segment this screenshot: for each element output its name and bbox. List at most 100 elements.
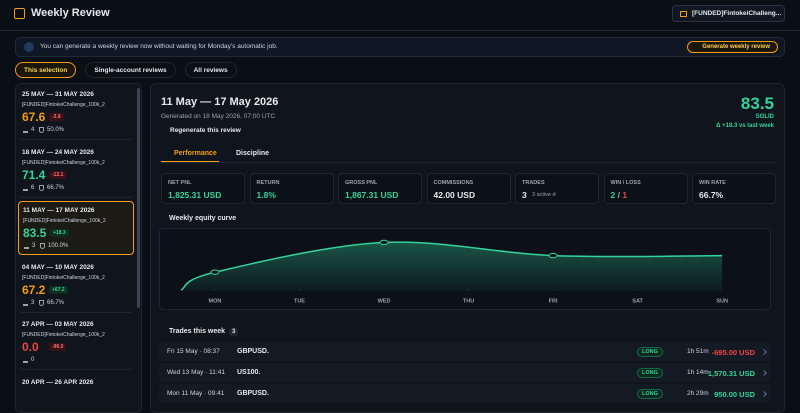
chevron: [761, 370, 767, 376]
score: 67.2: [22, 283, 45, 297]
scrollbar: [137, 88, 140, 308]
trade-marker: [549, 253, 557, 257]
stat-label: COMMISSIONS: [434, 180, 474, 186]
trades-count: 3: [229, 328, 238, 336]
chevron: [761, 349, 767, 355]
stat-label: RETURN: [257, 180, 280, 186]
review-panel: 11 May — 17 May 2026 Generated on 18 May…: [150, 83, 785, 413]
score: 71.4: [22, 168, 45, 182]
x-tick-label: SAT: [632, 298, 643, 304]
week-range: 25 MAY — 31 MAY 2026: [22, 91, 94, 98]
stat-label: TRADES: [522, 180, 545, 186]
generated: Generated on 18 May 2026, 07:00 UTC: [161, 113, 275, 120]
account-dropdown[interactable]: [FUNDED]FintokeiChalleng...: [672, 5, 785, 22]
chart-title: Weekly equity curve: [169, 215, 236, 222]
account: [FUNDED]FintokeiChallenge_100k_2: [22, 160, 105, 166]
tab[interactable]: All reviews: [185, 62, 237, 78]
score: 83.5: [23, 226, 46, 240]
score: 0.0: [22, 340, 39, 354]
trade-pnl: 1,570.31 USD: [708, 369, 755, 378]
tab[interactable]: This selection: [15, 62, 76, 78]
trade-side: LONG: [637, 368, 663, 378]
generate-button[interactable]: Generate weekly review: [687, 41, 778, 53]
account: [FUNDED]FintokeiChallenge_100k_2: [23, 218, 106, 224]
stat-label: WIN / LOSS: [611, 180, 641, 186]
trade-count: 0: [31, 357, 34, 363]
page-title: Weekly Review: [31, 7, 110, 19]
score: 83.5: [741, 94, 774, 114]
week-card[interactable]: 04 MAY — 10 MAY 2026 [FUNDED]FintokeiChal…: [18, 259, 134, 313]
banner-text: You can generate a weekly review now wit…: [40, 43, 278, 50]
shield-icon: [40, 243, 45, 249]
x-tick-label: MON: [209, 298, 222, 304]
icon: [680, 11, 687, 17]
account: [FUNDED]FintokeiChallenge_100k_2: [22, 102, 105, 108]
week-card[interactable]: 27 APR — 03 MAY 2026[FUNDED]FintokeiChal…: [18, 316, 134, 370]
stat-value: 1,867.31 USD: [345, 190, 398, 200]
stat-card: WIN RATE 66.7%: [692, 173, 776, 204]
tab[interactable]: Single-account reviews: [85, 62, 175, 78]
divider: [161, 162, 776, 163]
trade-marker: [380, 240, 388, 244]
equity-area: [181, 242, 722, 291]
trade-symbol: GBPUSD.: [237, 348, 269, 355]
stat-label: NET PNL: [168, 180, 192, 186]
shield-icon: [39, 127, 44, 133]
trade-pnl: 950.00 USD: [714, 390, 755, 399]
week-range: 04 MAY — 10 MAY 2026: [22, 264, 94, 271]
stat-value: 42.00 USD: [434, 190, 476, 200]
banner: You can generate a weekly review now wit…: [15, 37, 785, 57]
account-name: [FUNDED]FintokeiChalleng...: [692, 10, 781, 17]
trade-duration: 2h 29m: [687, 390, 709, 397]
account: [FUNDED]FintokeiChallenge_100k_2: [22, 275, 105, 281]
stat-label: GROSS PNL: [345, 180, 377, 186]
trade-marker: [211, 270, 219, 274]
stat-label: WIN RATE: [699, 180, 726, 186]
week-card[interactable]: 11 MAY — 17 MAY 2026 [FUNDED]FintokeiChal…: [18, 201, 134, 255]
x-tick-label: WED: [378, 298, 391, 304]
bar-icon: [23, 358, 28, 363]
divider: [0, 30, 800, 31]
trade-side: LONG: [637, 347, 663, 357]
tab-performance[interactable]: Performance: [174, 150, 217, 157]
stat-value: 2 / 1: [611, 190, 628, 200]
x-tick-label: THU: [463, 298, 474, 304]
shield-icon: [39, 300, 44, 306]
week-card[interactable]: 25 MAY — 31 MAY 2026 [FUNDED]FintokeiChal…: [18, 86, 134, 140]
trade-duration: 1h 51m: [687, 348, 709, 355]
bar-icon: [23, 301, 28, 306]
bar-icon: [24, 244, 29, 249]
trade-duration: 1h 14m: [687, 369, 709, 376]
delta-badge: +67.2: [49, 286, 68, 294]
x-tick-label: SUN: [716, 298, 728, 304]
trade-count: 4: [31, 127, 34, 133]
stat-card: COMMISSIONS 42.00 USD: [427, 173, 511, 204]
winrate: 66.7%: [47, 185, 64, 191]
grade: SOLID: [756, 114, 774, 120]
winrate: 66.7%: [47, 300, 64, 306]
week-range: 20 APR — 26 APR 2026: [22, 379, 93, 386]
regenerate-link[interactable]: Regenerate this review: [170, 127, 241, 134]
x-tick-label: TUE: [294, 298, 305, 304]
delta-badge: -3.8: [49, 113, 64, 121]
week-list: 25 MAY — 31 MAY 2026 [FUNDED]FintokeiChal…: [15, 83, 142, 413]
stat-value: 66.7%: [699, 190, 723, 200]
tab-discipline[interactable]: Discipline: [236, 150, 269, 157]
chevron: [761, 391, 767, 397]
trade-side: LONG: [637, 389, 663, 399]
stat-loss: 1: [622, 190, 627, 200]
trade-symbol: GBPUSD.: [237, 390, 269, 397]
delta-badge: +18.3: [50, 229, 69, 237]
week-card[interactable]: 18 MAY — 24 MAY 2026[FUNDED]FintokeiChal…: [18, 144, 134, 198]
stat-value: 3: [522, 190, 527, 200]
week-card[interactable]: 20 APR — 26 APR 2026: [18, 374, 134, 413]
week-range: 11 MAY — 17 MAY 2026: [23, 207, 95, 214]
review-title: 11 May — 17 May 2026: [161, 96, 278, 108]
